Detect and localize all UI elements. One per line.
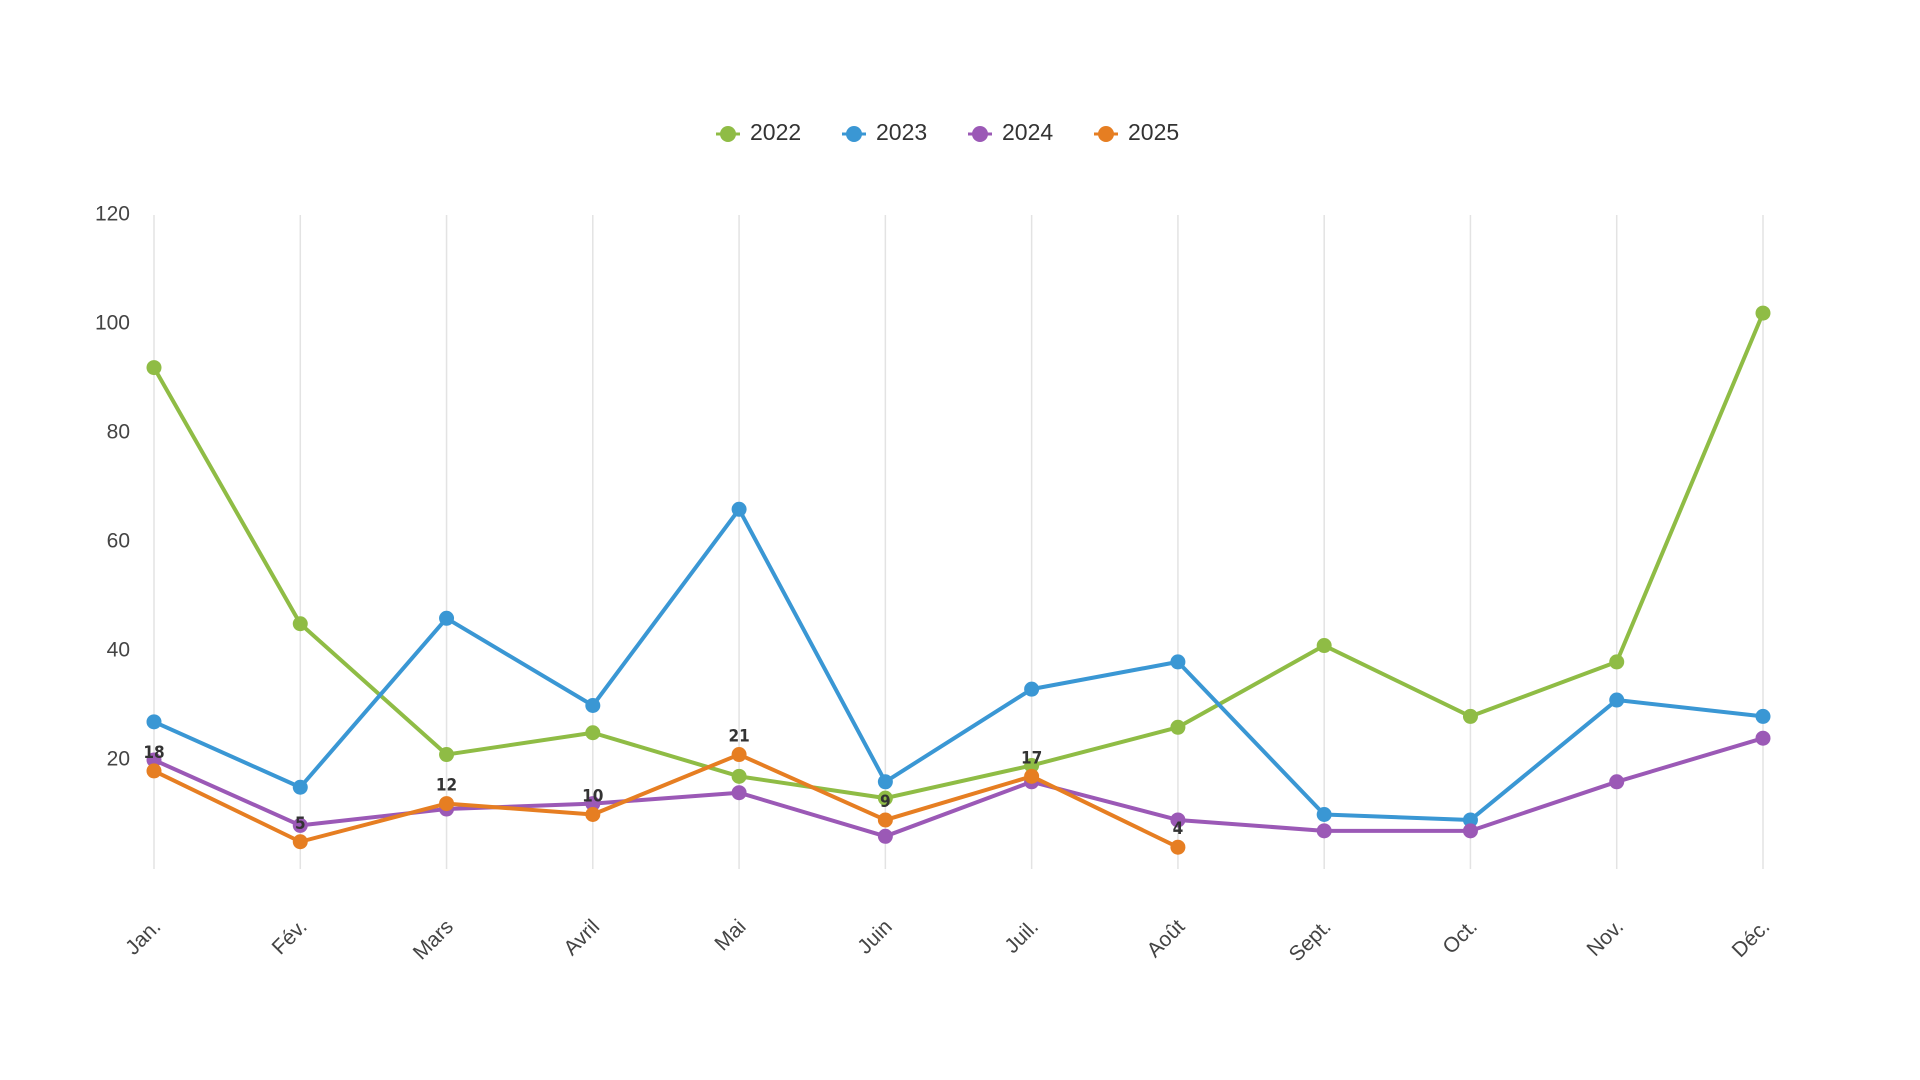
data-point xyxy=(877,790,893,806)
legend-marker xyxy=(972,126,988,142)
x-tick-label: Déc. xyxy=(1728,915,1775,962)
data-point xyxy=(731,768,747,784)
data-point xyxy=(292,616,308,632)
data-point xyxy=(585,698,601,713)
x-tick-label: Juil. xyxy=(1000,915,1043,958)
y-tick-label: 40 xyxy=(107,639,130,662)
data-point xyxy=(1170,812,1186,828)
data-label: 10 xyxy=(582,787,603,807)
legend-label: 2025 xyxy=(1128,119,1179,145)
legend-label: 2023 xyxy=(876,119,927,145)
data-point xyxy=(585,807,601,822)
legend-marker xyxy=(720,126,736,142)
data-label: 4 xyxy=(1173,819,1184,839)
data-point xyxy=(292,817,308,833)
data-label: 18 xyxy=(143,743,164,763)
data-point xyxy=(292,779,308,795)
data-point xyxy=(439,747,455,763)
x-tick-label: Mars xyxy=(409,915,458,964)
data-label: 9 xyxy=(880,792,891,812)
series-line xyxy=(153,752,1179,849)
data-point xyxy=(1462,823,1478,839)
data-label: 21 xyxy=(728,727,749,747)
data-point xyxy=(292,834,308,850)
x-tick-label: Sept. xyxy=(1285,915,1336,966)
data-point xyxy=(1170,654,1186,670)
data-point xyxy=(585,796,601,812)
x-tick-label: Mai xyxy=(710,915,750,955)
x-tick-label: Juin xyxy=(853,915,897,959)
data-point xyxy=(731,785,747,801)
y-tick-label: 100 xyxy=(95,312,130,335)
y-tick-label: 80 xyxy=(107,421,130,444)
data-point xyxy=(439,796,455,812)
data-point xyxy=(1024,757,1040,773)
data-point xyxy=(1170,839,1186,855)
x-tick-label: Jan. xyxy=(121,915,165,959)
data-point xyxy=(1609,774,1625,790)
data-label: 12 xyxy=(436,776,457,796)
data-point xyxy=(877,828,893,844)
x-tick-label: Août xyxy=(1143,915,1190,962)
data-point xyxy=(1170,719,1186,735)
x-tick-label: Fév. xyxy=(268,915,312,959)
data-point xyxy=(1462,708,1478,724)
data-point xyxy=(585,725,601,741)
data-point xyxy=(1316,638,1332,654)
data-point xyxy=(439,610,455,626)
legend-label: 2022 xyxy=(750,119,801,145)
data-point xyxy=(1755,730,1771,746)
data-point xyxy=(877,774,893,790)
data-label: 5 xyxy=(295,814,306,834)
data-point xyxy=(1316,807,1332,822)
data-point xyxy=(731,501,747,517)
data-point xyxy=(1316,823,1332,839)
data-point xyxy=(146,752,162,768)
x-tick-label: Avril xyxy=(559,915,604,960)
legend-marker xyxy=(1098,126,1114,142)
data-point xyxy=(1024,768,1040,784)
y-tick-label: 60 xyxy=(107,530,130,553)
x-tick-label: Oct. xyxy=(1438,915,1481,958)
data-point xyxy=(1462,812,1478,828)
data-point xyxy=(146,714,162,730)
data-label: 17 xyxy=(1021,748,1042,768)
series-line xyxy=(152,312,1765,801)
data-point xyxy=(1609,692,1625,708)
legend-marker xyxy=(846,126,862,142)
data-point xyxy=(146,360,162,376)
y-tick-label: 20 xyxy=(107,748,130,771)
series-line xyxy=(153,736,1764,839)
data-point xyxy=(1024,681,1040,697)
data-point xyxy=(877,812,893,828)
x-tick-label: Nov. xyxy=(1582,915,1628,961)
legend-label: 2024 xyxy=(1002,119,1053,145)
series-line xyxy=(153,507,1764,822)
data-point xyxy=(731,747,747,763)
data-point xyxy=(1755,708,1771,724)
data-point xyxy=(1609,654,1625,670)
data-point xyxy=(146,763,162,779)
data-point xyxy=(1755,305,1771,321)
y-tick-label: 120 xyxy=(95,203,130,226)
